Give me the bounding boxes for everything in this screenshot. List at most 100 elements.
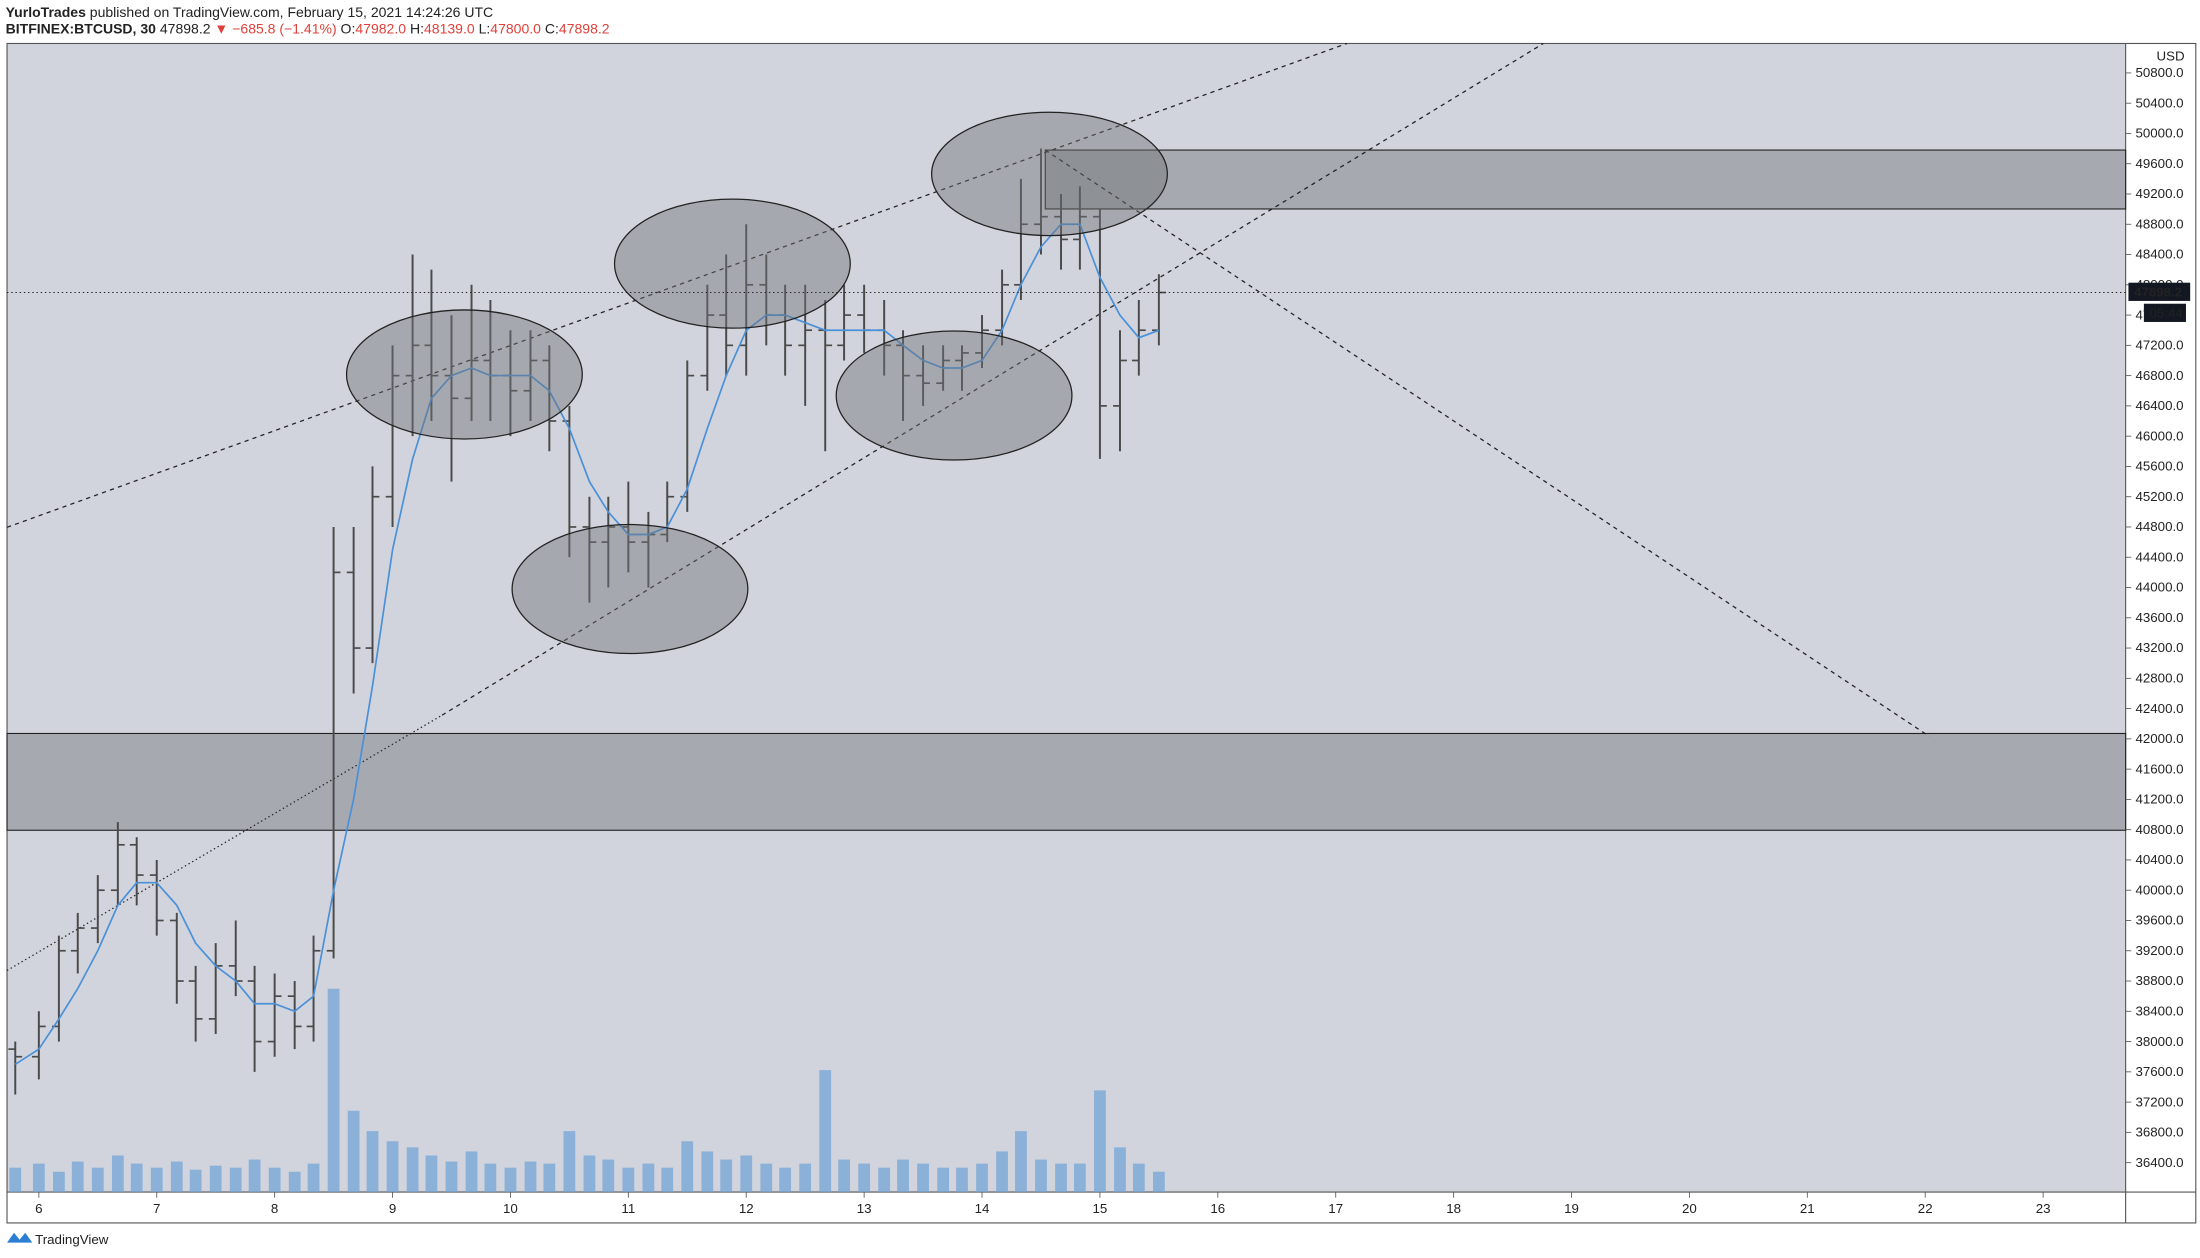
volume-bar (91, 1167, 104, 1193)
y-tick-label: 46400.0 (2135, 398, 2183, 413)
volume-bar (288, 1171, 301, 1193)
y-tick-label: 42800.0 (2135, 671, 2183, 686)
volume-bar (937, 1167, 950, 1193)
y-tick-label: 42000.0 (2135, 731, 2183, 746)
y-tick-label: 48400.0 (2135, 247, 2183, 262)
volume-bar (956, 1167, 968, 1193)
highlight-ellipse (345, 309, 583, 440)
x-tick-label: 15 (1093, 1201, 1108, 1216)
volume-bar (150, 1167, 163, 1193)
volume-bar (484, 1163, 497, 1193)
highlight-ellipse (511, 523, 749, 655)
x-tick-label: 17 (1328, 1201, 1343, 1216)
y-tick-label: 38000.0 (2135, 1034, 2183, 1049)
volume-bar (189, 1169, 202, 1193)
volume-bar (111, 1155, 124, 1193)
y-tick-label: 38400.0 (2135, 1004, 2183, 1019)
x-tick-label: 13 (857, 1201, 872, 1216)
y-tick-label: 45600.0 (2135, 459, 2183, 474)
x-tick-label: 6 (35, 1201, 42, 1216)
volume-bar (543, 1163, 556, 1193)
tradingview-logo (7, 1232, 33, 1243)
volume-bar (248, 1159, 261, 1193)
volume-bar (170, 1161, 183, 1193)
volume-bar (1114, 1147, 1126, 1193)
y-tick-label: 39200.0 (2135, 943, 2183, 958)
drawings (6, 42, 2127, 972)
frame (6, 42, 2197, 1224)
volume-bar (445, 1161, 458, 1193)
publisher: YurloTrades (6, 4, 86, 20)
volume-bar (779, 1167, 792, 1193)
brand: TradingView (35, 1232, 109, 1247)
volume-layer (9, 988, 1165, 1193)
y-tick-label: 46000.0 (2135, 428, 2183, 443)
highlight-ellipse (835, 330, 1073, 461)
highlight-ellipse (931, 111, 1168, 237)
x-tick-label: 21 (1800, 1201, 1815, 1216)
volume-bar (406, 1147, 419, 1193)
c-label: C: (545, 21, 559, 37)
y-tick-label: 40000.0 (2135, 882, 2183, 897)
y-tick-label: 49200.0 (2135, 186, 2183, 201)
y-tick-label: 37600.0 (2135, 1064, 2183, 1079)
volume-bar (209, 1165, 222, 1193)
o-label: O: (341, 21, 356, 37)
volume-bar (307, 1163, 320, 1193)
x-tick-label: 23 (2036, 1201, 2051, 1216)
x-tick-label: 9 (389, 1201, 396, 1216)
volume-bar (9, 1167, 22, 1193)
volume-bar (504, 1167, 517, 1193)
volume-bar (1094, 1090, 1106, 1193)
y-tick-label: 48800.0 (2135, 216, 2183, 231)
moving-average (14, 223, 1160, 1066)
currency: USD (2156, 48, 2184, 63)
volume-bar (327, 988, 340, 1193)
support-zone (6, 732, 2127, 831)
o-value: 47982.0 (355, 21, 406, 37)
ellipses (345, 111, 1168, 655)
h-label: H: (410, 21, 424, 37)
last-price-box (2128, 282, 2191, 301)
y-tick-label: 41200.0 (2135, 792, 2183, 807)
y-tick-label: 36400.0 (2135, 1155, 2183, 1170)
y-tick-label: 36800.0 (2135, 1125, 2183, 1140)
y-tick-label: 43600.0 (2135, 610, 2183, 625)
price-layer (8, 148, 1166, 1095)
volume-bar (622, 1167, 635, 1193)
y-tick-label: 50800.0 (2135, 65, 2183, 80)
y-tick-label: 43200.0 (2135, 640, 2183, 655)
volume-bar (740, 1155, 753, 1193)
volume-bar (878, 1167, 891, 1193)
volume-bar (1132, 1163, 1145, 1193)
volume-bar (1152, 1171, 1165, 1193)
volume-bar (71, 1161, 84, 1193)
axes: 36400.0 36800.0 37200.0 37600.0 38000.0 38400… (7, 65, 2191, 1216)
volume-bar (760, 1163, 773, 1193)
y-tick-label: 37200.0 (2135, 1094, 2183, 1109)
volume-bar (229, 1167, 242, 1193)
x-tick-label: 7 (153, 1201, 160, 1216)
volume-bar (720, 1159, 733, 1193)
x-tick-label: 10 (503, 1201, 518, 1216)
volume-bar (681, 1141, 694, 1193)
volume-bar (701, 1151, 714, 1193)
volume-bar (858, 1163, 871, 1193)
l-label: L: (479, 21, 491, 37)
y-tick-label: 40800.0 (2135, 822, 2183, 837)
y-tick-label: 45200.0 (2135, 489, 2183, 504)
volume-bar (799, 1163, 812, 1193)
x-tick-label: 19 (1564, 1201, 1579, 1216)
change: ▼ −685.8 (−1.41%) (214, 21, 336, 37)
y-tick-label: 44000.0 (2135, 580, 2183, 595)
volume-bar (524, 1161, 537, 1193)
x-tick-label: 12 (739, 1201, 754, 1216)
volume-bar (563, 1131, 576, 1193)
trend-line (6, 42, 1348, 528)
y-tick-label: 39600.0 (2135, 913, 2183, 928)
resistance-zone (1044, 149, 2127, 210)
volume-bar (366, 1131, 379, 1193)
y-tick-label: 44400.0 (2135, 549, 2183, 564)
volume-bar (347, 1110, 360, 1193)
volume-bar (838, 1159, 850, 1193)
